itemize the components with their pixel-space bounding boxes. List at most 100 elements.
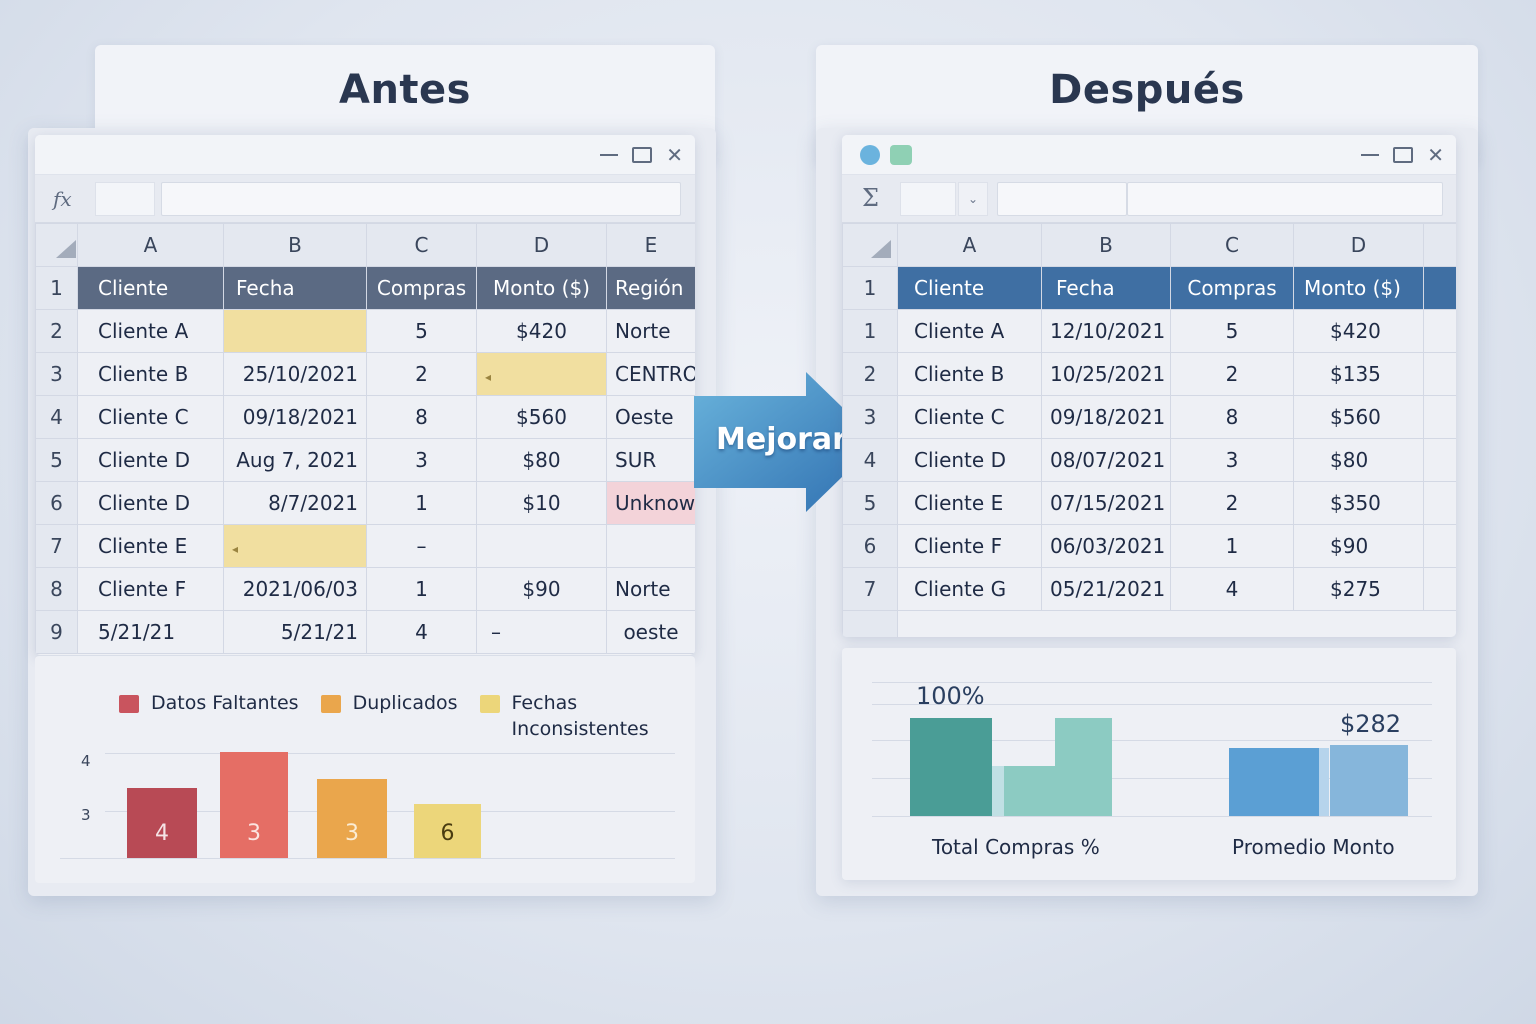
sigma-icon[interactable]: Σ bbox=[862, 184, 879, 212]
cell-monto[interactable]: $90 bbox=[476, 567, 607, 611]
chevron-down-icon[interactable]: ⌄ bbox=[958, 182, 988, 216]
cell-compras[interactable]: 2 bbox=[366, 352, 477, 396]
cell-monto[interactable]: $135 bbox=[1293, 352, 1424, 396]
cell-region[interactable] bbox=[606, 524, 695, 568]
cell-monto[interactable]: $80 bbox=[1293, 438, 1424, 482]
cell-monto[interactable] bbox=[476, 524, 607, 568]
header-monto[interactable]: Monto ($) bbox=[1293, 266, 1424, 310]
cell-fecha[interactable]: 07/15/2021 bbox=[1041, 481, 1171, 525]
cell-monto-missing[interactable]: ◂ bbox=[476, 352, 607, 396]
header-cliente[interactable]: Cliente bbox=[897, 266, 1042, 310]
cell-compras[interactable]: 8 bbox=[366, 395, 477, 439]
header-compras[interactable]: Compras bbox=[366, 266, 477, 310]
row-number[interactable]: 5 bbox=[35, 438, 78, 482]
cell-cliente[interactable]: Cliente B bbox=[77, 352, 224, 396]
cell-compras[interactable]: – bbox=[366, 524, 477, 568]
fx-icon[interactable]: fx bbox=[53, 187, 72, 211]
close-icon[interactable]: ✕ bbox=[666, 143, 683, 167]
row-number[interactable]: 4 bbox=[35, 395, 78, 439]
row-number[interactable]: 3 bbox=[35, 352, 78, 396]
row-number[interactable]: 2 bbox=[842, 352, 898, 396]
cell-monto[interactable]: $420 bbox=[476, 309, 607, 353]
cell-cliente[interactable]: Cliente D bbox=[77, 481, 224, 525]
cell-compras[interactable]: 1 bbox=[366, 481, 477, 525]
cell-region[interactable]: oeste bbox=[606, 610, 695, 654]
cell-fecha[interactable]: 09/18/2021 bbox=[1041, 395, 1171, 439]
cell-cliente[interactable]: Cliente G bbox=[897, 567, 1042, 611]
maximize-icon[interactable] bbox=[1393, 147, 1414, 163]
row-number[interactable]: 8 bbox=[35, 567, 78, 611]
row-number[interactable]: 6 bbox=[842, 524, 898, 568]
cell-monto[interactable]: $10 bbox=[476, 481, 607, 525]
cell-compras[interactable]: 4 bbox=[366, 610, 477, 654]
column-header-blank[interactable] bbox=[1423, 223, 1456, 267]
row-number[interactable]: 1 bbox=[842, 309, 898, 353]
column-header-c[interactable]: C bbox=[1170, 223, 1294, 267]
row-number[interactable]: 7 bbox=[35, 524, 78, 568]
cell-monto[interactable]: – bbox=[476, 610, 607, 654]
cell-compras[interactable]: 2 bbox=[1170, 481, 1294, 525]
cell-monto[interactable]: $420 bbox=[1293, 309, 1424, 353]
cell-region-invalid[interactable]: Unknown bbox=[606, 481, 695, 525]
cell-fecha[interactable]: 10/25/2021 bbox=[1041, 352, 1171, 396]
cell-monto[interactable]: $90 bbox=[1293, 524, 1424, 568]
column-header-e[interactable]: E bbox=[606, 223, 695, 267]
cell-fecha[interactable]: 09/18/2021 bbox=[223, 395, 367, 439]
cell-fecha[interactable]: 8/7/2021 bbox=[223, 481, 367, 525]
cell-monto[interactable]: $275 bbox=[1293, 567, 1424, 611]
cell-fecha[interactable]: Aug 7, 2021 bbox=[223, 438, 367, 482]
cell-fecha-missing[interactable] bbox=[223, 309, 367, 353]
cell-compras[interactable]: 5 bbox=[1170, 309, 1294, 353]
column-header-d[interactable]: D bbox=[476, 223, 607, 267]
row-number[interactable]: 5 bbox=[842, 481, 898, 525]
cell-cliente[interactable]: Cliente B bbox=[897, 352, 1042, 396]
cell-cliente[interactable]: Cliente C bbox=[897, 395, 1042, 439]
header-region[interactable]: Región bbox=[606, 266, 695, 310]
cell-cliente[interactable]: Cliente A bbox=[77, 309, 224, 353]
cell-cliente[interactable]: Cliente F bbox=[77, 567, 224, 611]
cell-compras[interactable]: 4 bbox=[1170, 567, 1294, 611]
cell-region[interactable]: Norte bbox=[606, 309, 695, 353]
cell-fecha[interactable]: 08/07/2021 bbox=[1041, 438, 1171, 482]
cell-fecha[interactable]: 5/21/21 bbox=[223, 610, 367, 654]
cell-region[interactable]: SUR bbox=[606, 438, 695, 482]
cell-fecha[interactable]: 25/10/2021 bbox=[223, 352, 367, 396]
column-header-a[interactable]: A bbox=[897, 223, 1042, 267]
cell-cliente[interactable]: Cliente A bbox=[897, 309, 1042, 353]
cell-region[interactable]: CENTRO bbox=[606, 352, 695, 396]
cell-monto[interactable]: $80 bbox=[476, 438, 607, 482]
close-icon[interactable]: ✕ bbox=[1427, 143, 1444, 167]
column-header-c[interactable]: C bbox=[366, 223, 477, 267]
header-cliente[interactable]: Cliente bbox=[77, 266, 224, 310]
cell-cliente[interactable]: 5/21/21 bbox=[77, 610, 224, 654]
cell-compras[interactable]: 3 bbox=[366, 438, 477, 482]
cell-compras[interactable]: 1 bbox=[366, 567, 477, 611]
name-box[interactable] bbox=[900, 182, 956, 216]
cell-cliente[interactable]: Cliente E bbox=[897, 481, 1042, 525]
formula-input[interactable] bbox=[161, 182, 681, 216]
cell-cliente[interactable]: Cliente D bbox=[77, 438, 224, 482]
cell-compras[interactable]: 1 bbox=[1170, 524, 1294, 568]
cell-cliente[interactable]: Cliente F bbox=[897, 524, 1042, 568]
cell-fecha[interactable]: 2021/06/03 bbox=[223, 567, 367, 611]
name-box[interactable] bbox=[95, 182, 155, 216]
cell-compras[interactable]: 5 bbox=[366, 309, 477, 353]
header-fecha[interactable]: Fecha bbox=[1041, 266, 1171, 310]
row-number[interactable]: 9 bbox=[35, 610, 78, 654]
cell-compras[interactable]: 2 bbox=[1170, 352, 1294, 396]
row-number[interactable]: 6 bbox=[35, 481, 78, 525]
header-compras[interactable]: Compras bbox=[1170, 266, 1294, 310]
row-number[interactable]: 4 bbox=[842, 438, 898, 482]
cell-cliente[interactable]: Cliente D bbox=[897, 438, 1042, 482]
cell-region[interactable]: Norte bbox=[606, 567, 695, 611]
row-number[interactable]: 1 bbox=[35, 266, 78, 310]
cell-cliente[interactable]: Cliente C bbox=[77, 395, 224, 439]
formula-input[interactable] bbox=[1127, 182, 1443, 216]
column-header-b[interactable]: B bbox=[1041, 223, 1171, 267]
column-header-d[interactable]: D bbox=[1293, 223, 1424, 267]
formula-input-left[interactable] bbox=[997, 182, 1127, 216]
row-number[interactable]: 7 bbox=[842, 567, 898, 611]
cell-region[interactable]: Oeste bbox=[606, 395, 695, 439]
row-number[interactable]: 2 bbox=[35, 309, 78, 353]
cell-compras[interactable]: 3 bbox=[1170, 438, 1294, 482]
